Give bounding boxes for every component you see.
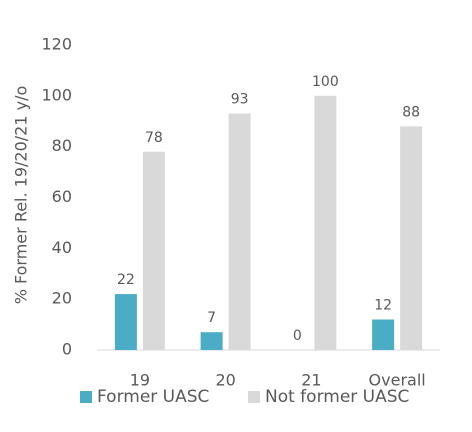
x-tick-label: 21 bbox=[301, 371, 321, 390]
y-tick-label: 80 bbox=[52, 136, 72, 155]
x-tick-label: Overall bbox=[369, 371, 426, 390]
y-tick-label: 120 bbox=[41, 35, 72, 54]
data-label: 88 bbox=[402, 104, 420, 120]
data-label: 22 bbox=[117, 272, 135, 288]
legend-swatch bbox=[248, 391, 260, 403]
bar bbox=[114, 294, 137, 350]
data-label: 100 bbox=[312, 74, 339, 90]
bar bbox=[372, 319, 395, 350]
y-axis-label: % Former Rel. 19/20/21 y/o bbox=[12, 86, 31, 305]
bar bbox=[200, 332, 223, 350]
data-label: 93 bbox=[231, 92, 249, 108]
bar bbox=[400, 126, 423, 350]
x-tick-label: 20 bbox=[215, 371, 235, 390]
data-label: 12 bbox=[374, 298, 392, 314]
y-tick-label: 40 bbox=[52, 238, 72, 257]
bar bbox=[142, 151, 165, 350]
bar bbox=[314, 95, 337, 350]
y-tick-label: 20 bbox=[52, 289, 72, 308]
x-tick-label: 19 bbox=[130, 371, 150, 390]
y-tick-label: 60 bbox=[52, 187, 72, 206]
legend-label: Former UASC bbox=[97, 387, 209, 407]
legend-label: Not former UASC bbox=[265, 387, 409, 407]
bar bbox=[228, 113, 251, 350]
legend-swatch bbox=[80, 391, 92, 403]
y-tick-label: 100 bbox=[41, 85, 72, 104]
data-label: 78 bbox=[145, 130, 163, 146]
y-tick-label: 0 bbox=[62, 340, 72, 359]
data-label: 7 bbox=[207, 310, 216, 326]
data-label: 0 bbox=[293, 328, 302, 344]
